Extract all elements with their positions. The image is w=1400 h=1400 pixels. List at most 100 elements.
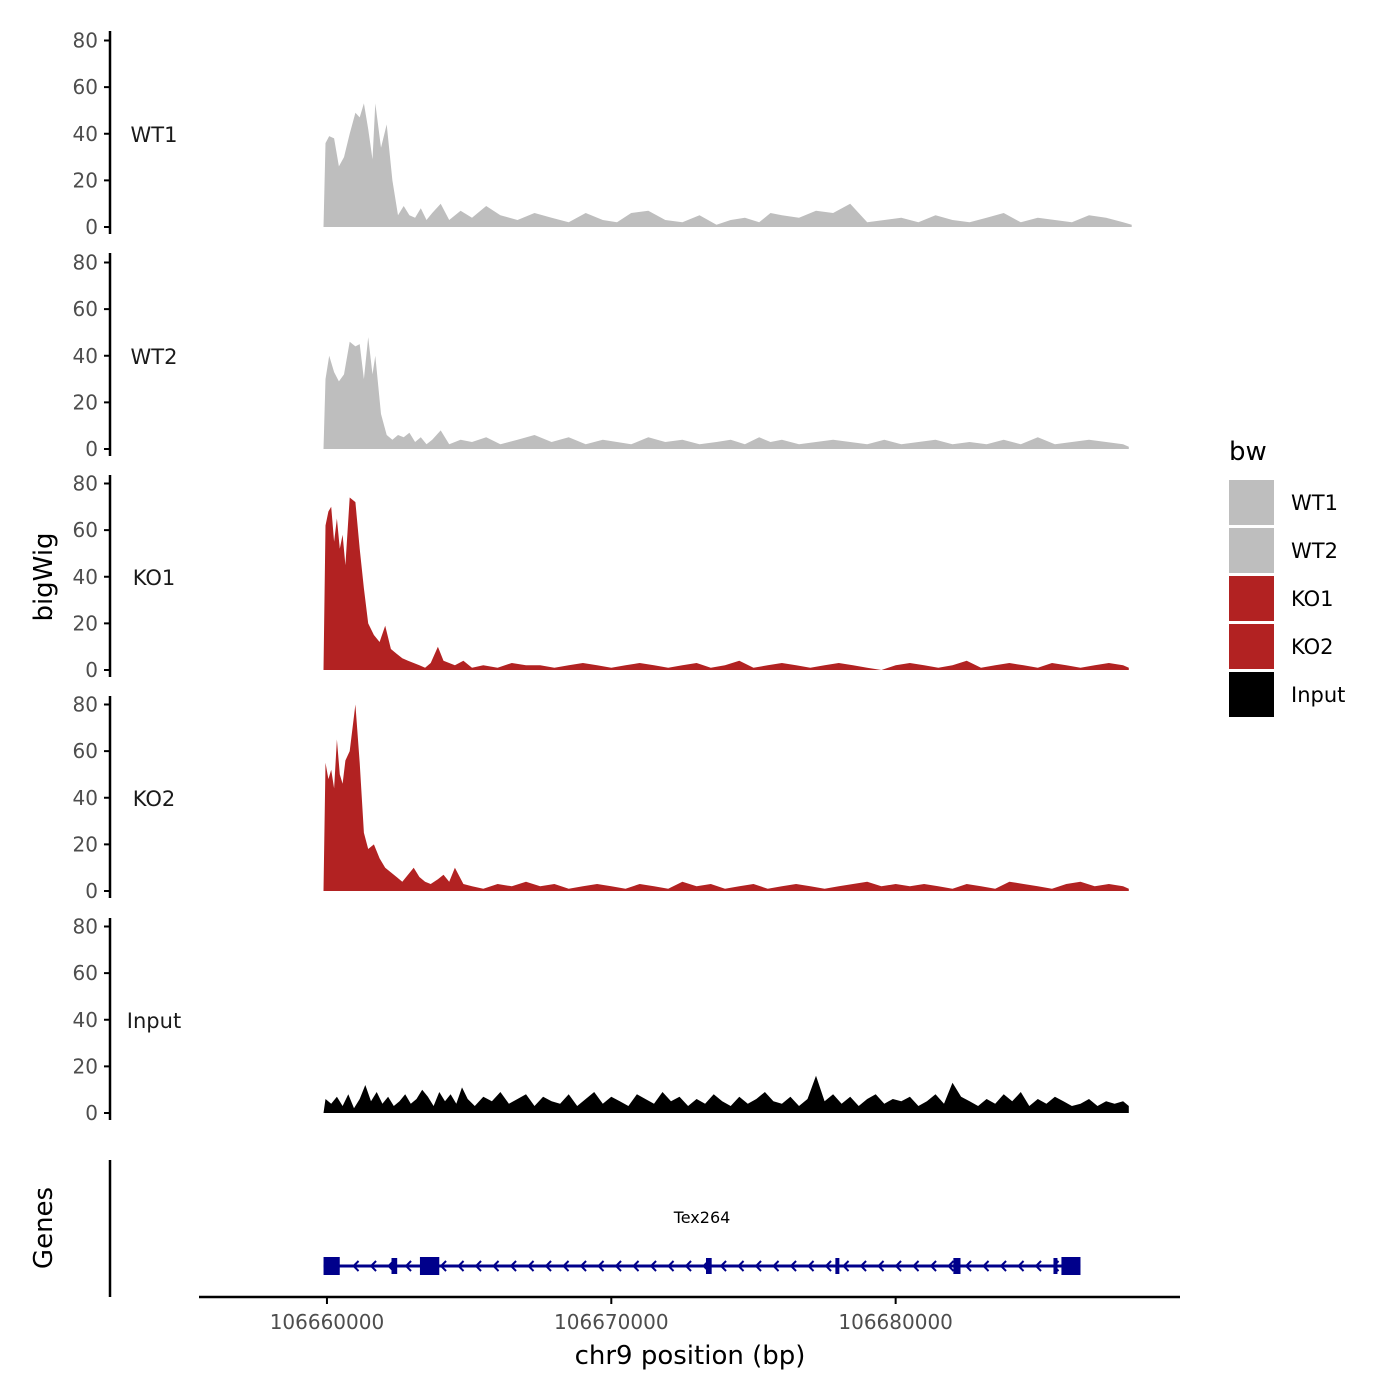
strand-arrow	[369, 1260, 377, 1272]
y-tick-label: 20	[73, 168, 98, 192]
y-tick-label: 60	[73, 75, 98, 99]
strand-arrow	[579, 1260, 587, 1272]
strand-arrow	[982, 1260, 990, 1272]
track-label-ko1: KO1	[133, 566, 176, 590]
signal-area-wt2	[323, 337, 1129, 449]
y-tick-label: 60	[73, 518, 98, 542]
exon-block	[1053, 1258, 1058, 1274]
y-tick-label: 40	[73, 122, 98, 146]
strand-arrow	[912, 1260, 920, 1272]
strand-arrow	[999, 1260, 1007, 1272]
y-tick-label: 20	[73, 832, 98, 856]
strand-arrow	[509, 1260, 517, 1272]
y-tick-label: 0	[85, 658, 98, 682]
strand-arrow	[439, 1260, 447, 1272]
strand-arrow	[614, 1260, 622, 1272]
signal-area-wt1	[323, 103, 1132, 227]
strand-arrow	[404, 1260, 412, 1272]
strand-arrow	[632, 1260, 640, 1272]
strand-arrow	[352, 1260, 360, 1272]
genes-layer: Tex264	[108, 1160, 1081, 1297]
exon-block	[1061, 1257, 1081, 1275]
strand-arrow	[859, 1260, 867, 1272]
x-tick-label: 106670000	[554, 1310, 669, 1334]
x-axis: 106660000 106670000 106680000	[199, 1295, 1180, 1334]
strand-arrow	[947, 1260, 955, 1272]
strand-arrow	[807, 1260, 815, 1272]
y-tick-label: 20	[73, 390, 98, 414]
y-tick-label: 40	[73, 344, 98, 368]
track-label-ko2: KO2	[133, 787, 176, 811]
strand-arrow	[684, 1260, 692, 1272]
exon-block	[953, 1258, 961, 1274]
legend-swatch-input	[1229, 672, 1274, 717]
strand-arrow	[1017, 1260, 1025, 1272]
x-axis-title: chr9 position (bp)	[575, 1341, 806, 1371]
legend-swatch-ko2	[1229, 624, 1274, 669]
y-tick-label: 0	[85, 1101, 98, 1125]
y-tick-label: 80	[73, 251, 98, 275]
y-tick-label: 40	[73, 786, 98, 810]
strand-arrow	[842, 1260, 850, 1272]
y-tick-label: 80	[73, 915, 98, 939]
strand-arrow	[527, 1260, 535, 1272]
y-tick-label: 40	[73, 1008, 98, 1032]
strand-arrow	[597, 1260, 605, 1272]
strand-arrow	[492, 1260, 500, 1272]
strand-arrow	[877, 1260, 885, 1272]
legend-label-wt1: WT1	[1291, 491, 1338, 515]
tracks-layer: 0 20 40 60 80 WT1 0 20 40 60 80 WT2 0 20 40 60 80 KO1 0 20 4…	[73, 29, 1132, 1125]
y-axis-title: bigWig	[29, 532, 59, 621]
strand-arrow	[789, 1260, 797, 1272]
gene-label: Tex264	[673, 1208, 731, 1227]
signal-area-ko2	[323, 704, 1129, 891]
legend: WT1 WT2 KO1 KO2 Input	[1229, 480, 1345, 717]
y-tick-label: 60	[73, 961, 98, 985]
gene-tex264: Tex264	[323, 1208, 1081, 1275]
legend-title: bw	[1229, 437, 1267, 467]
genes-axis-title: Genes	[29, 1187, 59, 1269]
strand-arrow	[824, 1260, 832, 1272]
y-tick-label: 80	[73, 29, 98, 53]
exon-block	[835, 1258, 840, 1274]
strand-arrow	[474, 1260, 482, 1272]
track-wt1: 0 20 40 60 80 WT1	[73, 29, 1132, 239]
strand-arrow	[929, 1260, 937, 1272]
y-tick-label: 20	[73, 611, 98, 635]
y-tick-label: 40	[73, 565, 98, 589]
strand-arrow	[649, 1260, 657, 1272]
y-tick-label: 0	[85, 437, 98, 461]
y-tick-label: 0	[85, 879, 98, 903]
x-tick-label: 106680000	[838, 1310, 953, 1334]
track-wt2: 0 20 40 60 80 WT2	[73, 251, 1129, 461]
strand-arrow	[719, 1260, 727, 1272]
exon-block	[391, 1258, 398, 1274]
exon-block	[705, 1258, 712, 1274]
legend-swatch-wt1	[1229, 480, 1274, 525]
y-tick-label: 60	[73, 739, 98, 763]
strand-arrow	[772, 1260, 780, 1272]
legend-swatch-ko1	[1229, 576, 1274, 621]
x-tick-label: 106660000	[270, 1310, 385, 1334]
track-label-wt1: WT1	[131, 123, 178, 147]
track-ko2: 0 20 40 60 80 KO2	[73, 693, 1129, 903]
y-tick-label: 80	[73, 693, 98, 717]
track-label-wt2: WT2	[131, 345, 178, 369]
y-tick-label: 20	[73, 1054, 98, 1078]
exon-block	[323, 1257, 340, 1275]
strand-arrow	[562, 1260, 570, 1272]
legend-label-input: Input	[1291, 683, 1345, 707]
strand-arrow	[457, 1260, 465, 1272]
y-tick-label: 0	[85, 215, 98, 239]
signal-area-input	[323, 1075, 1129, 1113]
y-tick-label: 80	[73, 472, 98, 496]
strand-arrow	[894, 1260, 902, 1272]
track-input: 0 20 40 60 80 Input	[73, 915, 1129, 1125]
legend-label-wt2: WT2	[1291, 539, 1338, 563]
strand-arrow	[754, 1260, 762, 1272]
strand-arrow	[964, 1260, 972, 1272]
track-ko1: 0 20 40 60 80 KO1	[73, 472, 1129, 682]
legend-label-ko2: KO2	[1291, 635, 1334, 659]
y-tick-label: 60	[73, 297, 98, 321]
